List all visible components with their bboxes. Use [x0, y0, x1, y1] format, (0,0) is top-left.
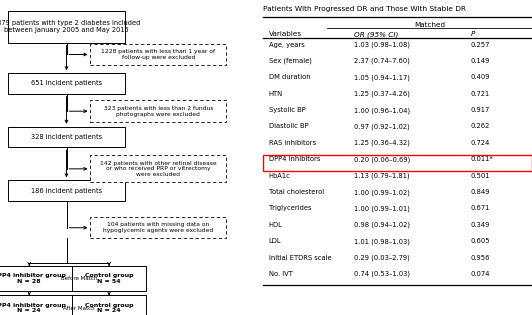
Text: 0.97 (0.92–1.02): 0.97 (0.92–1.02) [354, 123, 410, 130]
Bar [8, 180, 125, 201]
Text: DM duration: DM duration [269, 74, 310, 80]
Bar [263, 155, 532, 171]
Text: Before Match: Before Match [61, 276, 97, 281]
Text: 142 patients with other retinal disease
or who received PRP or vitrectomy
were e: 142 patients with other retinal disease … [100, 161, 217, 177]
Text: 0.349: 0.349 [471, 222, 490, 228]
Text: 186 incident patients: 186 incident patients [31, 187, 102, 194]
Text: Systolic BP: Systolic BP [269, 107, 305, 113]
Text: Matched: Matched [414, 22, 445, 28]
Text: 0.409: 0.409 [471, 74, 491, 80]
Text: 0.956: 0.956 [471, 255, 491, 261]
Text: Diastolic BP: Diastolic BP [269, 123, 308, 129]
Text: 0.149: 0.149 [471, 58, 490, 64]
Text: 1.25 (0.37–4.26): 1.25 (0.37–4.26) [354, 91, 410, 97]
Text: DPP4 inhibitor group
N = 28: DPP4 inhibitor group N = 28 [0, 273, 66, 284]
Text: Total cholesterol: Total cholesterol [269, 189, 324, 195]
Bar [8, 11, 125, 43]
Bar [90, 155, 226, 182]
Text: 104 patients with missing data on
hypoglycemic agents were excluded: 104 patients with missing data on hypogl… [103, 222, 213, 233]
Text: P: P [471, 32, 475, 37]
Text: 1.13 (0.79–1.81): 1.13 (0.79–1.81) [354, 173, 410, 179]
Text: 1879 patients with type 2 diabetes included
between January 2005 and May 2015: 1879 patients with type 2 diabetes inclu… [0, 20, 140, 33]
Text: Variables: Variables [269, 32, 302, 37]
Text: No. IVT: No. IVT [269, 271, 293, 277]
Text: Sex (female): Sex (female) [269, 58, 312, 65]
Text: 0.671: 0.671 [471, 205, 490, 211]
Bar [90, 100, 226, 122]
Text: HbA1c: HbA1c [269, 173, 290, 179]
Text: 1.00 (0.96–1.04): 1.00 (0.96–1.04) [354, 107, 410, 114]
Text: 0.501: 0.501 [471, 173, 491, 179]
Text: DPP4 inhibitors: DPP4 inhibitors [269, 156, 320, 162]
Bar [72, 266, 146, 291]
Text: OR (95% CI): OR (95% CI) [354, 32, 398, 38]
Text: 323 patients with less than 2 fundus
photographs were excluded: 323 patients with less than 2 fundus pho… [104, 106, 213, 117]
Text: LDL: LDL [269, 238, 281, 244]
Text: 0.257: 0.257 [471, 42, 490, 48]
Text: 1.01 (0.98–1.03): 1.01 (0.98–1.03) [354, 238, 410, 245]
Text: Initial ETDRS scale: Initial ETDRS scale [269, 255, 331, 261]
Text: 651 incident patients: 651 incident patients [31, 80, 102, 87]
Bar [0, 266, 79, 291]
Text: 0.721: 0.721 [471, 91, 490, 97]
Text: Patients With Progressed DR and Those With Stable DR: Patients With Progressed DR and Those Wi… [263, 6, 467, 12]
Text: 0.98 (0.94–1.02): 0.98 (0.94–1.02) [354, 222, 410, 228]
Text: 0.011*: 0.011* [471, 156, 494, 162]
Text: 1228 patients with less than 1 year of
follow-up were excluded: 1228 patients with less than 1 year of f… [101, 49, 215, 60]
Text: DPP4 inhibitor group
N = 24: DPP4 inhibitor group N = 24 [0, 303, 66, 313]
Text: 0.849: 0.849 [471, 189, 491, 195]
Text: 0.917: 0.917 [471, 107, 490, 113]
Text: 1.05 (0.94–1.17): 1.05 (0.94–1.17) [354, 74, 410, 81]
Text: Control group
N = 24: Control group N = 24 [85, 303, 134, 313]
Bar [8, 73, 125, 94]
Text: 1.03 (0.98–1.08): 1.03 (0.98–1.08) [354, 42, 410, 48]
Bar [90, 217, 226, 238]
Text: 328 incident patients: 328 incident patients [31, 134, 102, 140]
Bar [0, 295, 79, 315]
Text: 1.25 (0.36–4.32): 1.25 (0.36–4.32) [354, 140, 410, 146]
Text: 1.00 (0.99–1.02): 1.00 (0.99–1.02) [354, 189, 410, 196]
Text: 0.29 (0.03–2.79): 0.29 (0.03–2.79) [354, 255, 410, 261]
Text: 0.74 (0.53–1.03): 0.74 (0.53–1.03) [354, 271, 410, 278]
Text: 0.074: 0.074 [471, 271, 491, 277]
Text: 1.00 (0.99–1.01): 1.00 (0.99–1.01) [354, 205, 410, 212]
Text: HDL: HDL [269, 222, 282, 228]
Text: Control group
N = 54: Control group N = 54 [85, 273, 134, 284]
Text: HTN: HTN [269, 91, 283, 97]
Text: Age, years: Age, years [269, 42, 304, 48]
Bar [90, 44, 226, 65]
Text: RAS inhibitors: RAS inhibitors [269, 140, 316, 146]
Text: After Match: After Match [63, 306, 95, 311]
Text: 0.724: 0.724 [471, 140, 490, 146]
Text: 2.37 (0.74–7.60): 2.37 (0.74–7.60) [354, 58, 410, 65]
Bar [72, 295, 146, 315]
Text: 0.20 (0.06–0.69): 0.20 (0.06–0.69) [354, 156, 410, 163]
Text: Triglycerides: Triglycerides [269, 205, 311, 211]
Bar [8, 127, 125, 147]
Text: 0.262: 0.262 [471, 123, 490, 129]
Text: 0.605: 0.605 [471, 238, 491, 244]
